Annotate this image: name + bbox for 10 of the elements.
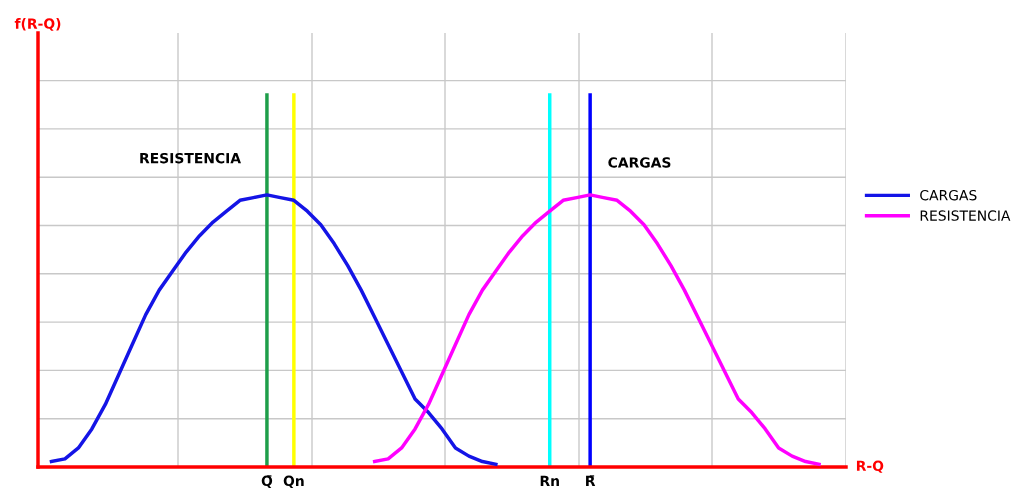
x-tick-label: Qn: [283, 475, 304, 488]
text: CARGAS: [608, 157, 671, 168]
text: f(R-Q): [14, 18, 61, 31]
text: RESISTENCIA: [140, 152, 241, 164]
x-tick-label: Rn: [540, 475, 559, 486]
x-tick-label: Q̄: [261, 475, 273, 488]
x-tick-label: R̄: [586, 475, 596, 486]
x-axis-title: R-Q: [856, 460, 884, 473]
legend-label: RESISTENCIA: [920, 210, 1011, 221]
legend-label: CARGAS: [920, 189, 977, 201]
